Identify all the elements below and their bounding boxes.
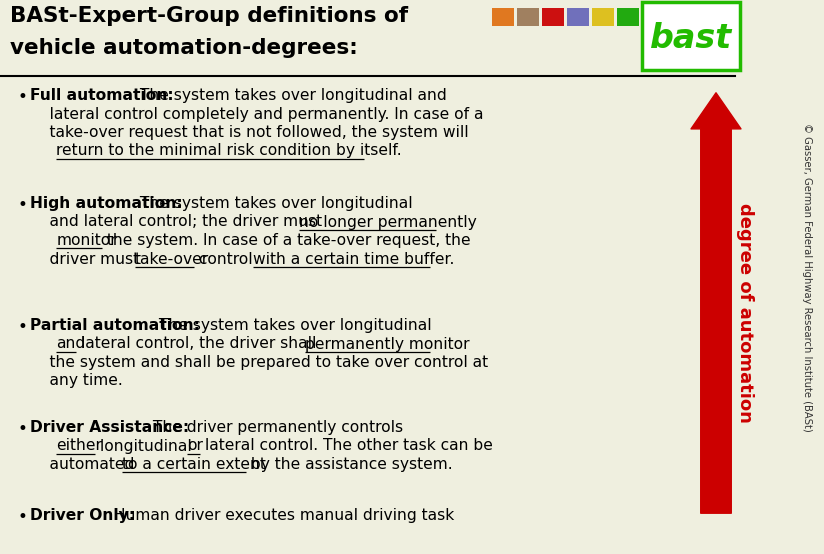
- Text: monitor: monitor: [56, 233, 117, 248]
- Text: •: •: [18, 420, 28, 438]
- Text: The system takes over longitudinal and: The system takes over longitudinal and: [135, 88, 447, 103]
- Text: take-over: take-over: [135, 252, 209, 266]
- Text: and lateral control; the driver must: and lateral control; the driver must: [30, 214, 327, 229]
- Bar: [492, 8, 514, 26]
- Text: to a certain extent: to a certain extent: [122, 457, 265, 472]
- Bar: [567, 8, 589, 26]
- Text: with a certain time buffer.: with a certain time buffer.: [253, 252, 454, 266]
- Bar: [517, 8, 539, 26]
- Text: The system takes over longitudinal: The system takes over longitudinal: [135, 196, 413, 211]
- Text: bast: bast: [650, 22, 733, 54]
- Text: the system. In case of a take-over request, the: the system. In case of a take-over reque…: [102, 233, 471, 248]
- Text: lateral control. The other task can be: lateral control. The other task can be: [200, 439, 494, 454]
- Text: no longer permanently: no longer permanently: [298, 214, 476, 229]
- Text: control: control: [194, 252, 257, 266]
- Text: the system and shall be prepared to take over control at: the system and shall be prepared to take…: [30, 355, 488, 370]
- Text: return to the minimal risk condition by itself.: return to the minimal risk condition by …: [56, 143, 402, 158]
- Text: vehicle automation-degrees:: vehicle automation-degrees:: [10, 38, 358, 58]
- Text: Human driver executes manual driving task: Human driver executes manual driving tas…: [109, 508, 454, 523]
- Text: •: •: [18, 88, 28, 106]
- Text: •: •: [18, 318, 28, 336]
- Text: The driver permanently controls: The driver permanently controls: [147, 420, 403, 435]
- Text: The system takes over longitudinal: The system takes over longitudinal: [154, 318, 432, 333]
- Text: longitudinal: longitudinal: [96, 439, 197, 454]
- Text: Full automation:: Full automation:: [30, 88, 174, 103]
- Text: •: •: [18, 196, 28, 214]
- Bar: [617, 8, 639, 26]
- Text: BASt-Expert-Group definitions of: BASt-Expert-Group definitions of: [10, 6, 408, 26]
- Text: Driver Only:: Driver Only:: [30, 508, 135, 523]
- Text: automated: automated: [30, 457, 139, 472]
- Text: degree of automation: degree of automation: [736, 203, 754, 423]
- Text: Driver Assistance:: Driver Assistance:: [30, 420, 190, 435]
- Text: permanently monitor: permanently monitor: [305, 336, 470, 351]
- Text: lateral control completely and permanently. In case of a: lateral control completely and permanent…: [30, 106, 484, 121]
- FancyArrowPatch shape: [691, 93, 741, 513]
- Text: •: •: [18, 508, 28, 526]
- Text: or: or: [187, 439, 203, 454]
- Text: either: either: [56, 439, 102, 454]
- Text: Partial automation:: Partial automation:: [30, 318, 200, 333]
- Bar: [542, 8, 564, 26]
- Text: any time.: any time.: [30, 373, 123, 388]
- Text: High automation:: High automation:: [30, 196, 183, 211]
- FancyBboxPatch shape: [642, 2, 740, 70]
- Text: © Gasser, German Federal Highway Research Institute (BASt): © Gasser, German Federal Highway Researc…: [802, 122, 812, 432]
- Bar: [592, 8, 614, 26]
- Text: and: and: [56, 336, 86, 351]
- Text: take-over request that is not followed, the system will: take-over request that is not followed, …: [30, 125, 469, 140]
- Text: lateral control, the driver shall: lateral control, the driver shall: [76, 336, 321, 351]
- Text: driver must: driver must: [30, 252, 144, 266]
- Text: by the assistance system.: by the assistance system.: [246, 457, 452, 472]
